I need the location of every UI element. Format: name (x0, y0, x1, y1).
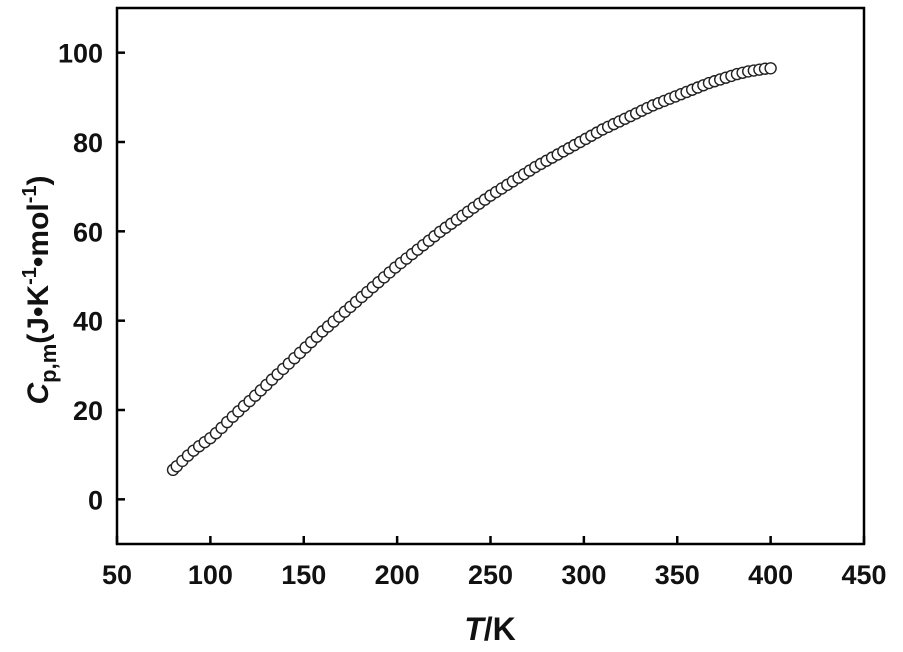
y-tick-label: 40 (73, 307, 103, 337)
y-axis-ticks: 0 20 40 60 80 100 (58, 39, 125, 515)
y-axis-symbol: C (22, 382, 55, 405)
y-tick-label: 80 (73, 128, 103, 158)
x-tick-label: 150 (281, 560, 326, 590)
y-axis-superscript-2: -1 (19, 185, 41, 203)
y-tick-label: 0 (88, 485, 103, 515)
y-axis-subscript: p,m (36, 344, 61, 383)
y-axis-unit-part2: •mol (22, 203, 55, 267)
plot-frame (115, 6, 866, 546)
x-axis-variable: T (464, 611, 486, 647)
data-point (764, 62, 777, 75)
x-tick-label: 50 (102, 560, 132, 590)
y-axis-unit-part1: (J•K (22, 285, 55, 344)
x-tick-label: 200 (375, 560, 420, 590)
x-tick-label: 450 (841, 560, 886, 590)
y-tick-label: 20 (73, 396, 103, 426)
y-axis-superscript-1: -1 (19, 267, 41, 285)
x-tick-label: 250 (468, 560, 513, 590)
y-axis-title: Cp,m(J•K-1•mol-1) (19, 175, 61, 404)
y-tick-label: 60 (73, 217, 103, 247)
y-axis-unit-part3: ) (22, 175, 55, 185)
x-tick-label: 100 (188, 560, 233, 590)
y-tick-label: 100 (58, 39, 103, 69)
x-axis-ticks: 50 100 150 200 250 300 350 400 450 (102, 536, 887, 590)
x-axis-unit: /K (484, 611, 516, 647)
x-tick-label: 300 (561, 560, 606, 590)
x-axis-title: T/K (464, 611, 516, 647)
data-points (166, 62, 777, 477)
x-tick-label: 400 (748, 560, 793, 590)
x-tick-label: 350 (655, 560, 700, 590)
